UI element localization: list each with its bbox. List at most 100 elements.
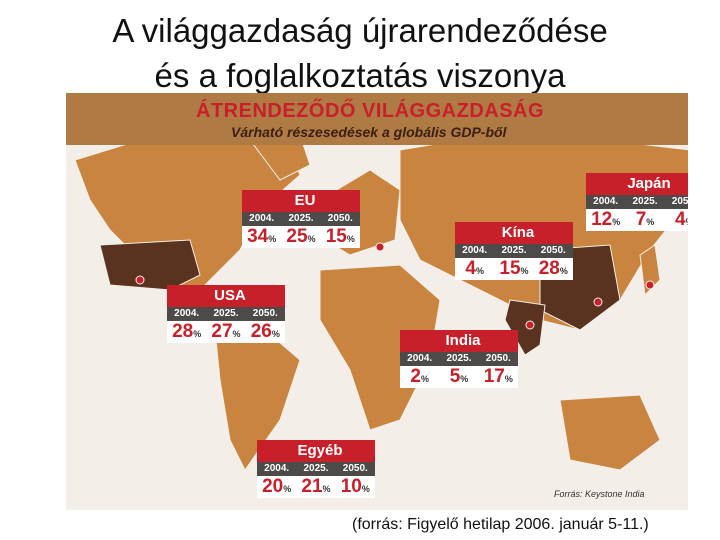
unit-label: % bbox=[232, 329, 241, 339]
share-value: 20 bbox=[262, 476, 284, 497]
value-cell: 26% bbox=[246, 321, 285, 343]
unit-label: % bbox=[420, 374, 429, 384]
value-cell: 5% bbox=[439, 366, 478, 388]
value-cell: 20% bbox=[257, 476, 296, 498]
year-label: 2004. bbox=[593, 196, 619, 207]
value-cell: 12% bbox=[586, 209, 625, 231]
year-label: 2025. bbox=[446, 353, 472, 364]
share-value: 4 bbox=[675, 209, 686, 230]
share-value: 2 bbox=[410, 366, 421, 387]
map-shapes bbox=[74, 129, 688, 471]
land bbox=[639, 244, 661, 297]
share-value: 25 bbox=[286, 226, 308, 247]
year-row: 2004. 2025. 2050. bbox=[455, 244, 573, 258]
unit-label: % bbox=[268, 234, 277, 244]
map-header bbox=[66, 93, 688, 145]
unit-label: % bbox=[361, 484, 370, 494]
region-box: India 2004. 2025. 2050. 2% 5% 17% bbox=[400, 330, 518, 388]
unit-label: % bbox=[322, 484, 331, 494]
year-label: 2025. bbox=[288, 213, 314, 224]
value-cell: 28% bbox=[167, 321, 206, 343]
share-value: 4 bbox=[465, 258, 476, 279]
year-label: 2004. bbox=[264, 463, 290, 474]
year-row: 2004. 2025. 2050. bbox=[400, 352, 518, 366]
year-label: 2004. bbox=[174, 308, 200, 319]
year-label: 2050. bbox=[540, 245, 566, 256]
region-name: India bbox=[400, 330, 518, 352]
unit-label: % bbox=[612, 217, 621, 227]
value-cell: 28% bbox=[534, 258, 573, 280]
value-row: 12%7%4% bbox=[586, 209, 688, 231]
year-row: 2004. 2025. 2050. bbox=[586, 195, 688, 209]
year-label: 2025. bbox=[213, 308, 239, 319]
region-box: Kína 2004. 2025. 2050. 4% 15% 28% bbox=[455, 222, 573, 280]
year-row: 2004. 2025. 2050. bbox=[167, 307, 285, 321]
region-box: EU 2004. 2025. 2050. 34% 25% 15% bbox=[242, 190, 360, 248]
value-cell: 15% bbox=[321, 226, 360, 248]
highlight-country bbox=[99, 239, 201, 291]
value-cell: 7% bbox=[625, 209, 664, 231]
year-label: 2050. bbox=[671, 196, 688, 207]
year-label: 2004. bbox=[407, 353, 433, 364]
share-value: 21 bbox=[301, 476, 323, 497]
share-value: 7 bbox=[635, 209, 647, 230]
unit-label: % bbox=[307, 234, 316, 244]
unit-label: % bbox=[193, 329, 202, 339]
unit-label: % bbox=[686, 217, 688, 227]
slide-title: A világgazdaság újrarendeződése bbox=[112, 12, 608, 49]
year-label: 2025. bbox=[303, 463, 329, 474]
region-box: Egyéb 2004. 2025. 2050. 20% 21% 10% bbox=[257, 440, 375, 498]
location-dot bbox=[525, 320, 535, 330]
value-cell: 25% bbox=[281, 226, 320, 248]
value-cell: 2% bbox=[400, 366, 439, 388]
location-dot bbox=[645, 280, 655, 290]
unit-label: % bbox=[460, 374, 469, 384]
region-name: Japán bbox=[586, 173, 688, 195]
year-label: 2025. bbox=[632, 196, 658, 207]
value-cell: 15% bbox=[494, 258, 533, 280]
value-row: 28% 27% 26% bbox=[167, 321, 285, 343]
unit-label: % bbox=[271, 329, 280, 339]
year-label: 2050. bbox=[485, 353, 511, 364]
unit-label: % bbox=[504, 374, 513, 384]
value-cell: 21% bbox=[296, 476, 335, 498]
year-row: 2004. 2025. 2050. bbox=[257, 462, 375, 476]
year-row: 2004. 2025. 2050. bbox=[242, 212, 360, 226]
value-row: 20% 21% 10% bbox=[257, 476, 375, 498]
value-cell: 4% bbox=[455, 258, 494, 280]
year-label: 2025. bbox=[501, 245, 527, 256]
unit-label: % bbox=[559, 266, 568, 276]
unit-label: % bbox=[520, 266, 529, 276]
map-subtitle: Várható részesedések a globális GDP-ből bbox=[231, 124, 507, 140]
value-cell: 4% bbox=[665, 209, 688, 231]
slide-title: és a foglalkoztatás viszonya bbox=[154, 57, 566, 94]
share-value: 10 bbox=[340, 476, 362, 497]
share-value: 26 bbox=[250, 321, 272, 342]
share-value: 28 bbox=[538, 258, 560, 279]
share-value: 27 bbox=[211, 321, 233, 342]
caption: (forrás: Figyelő hetilap 2006. január 5-… bbox=[352, 516, 649, 533]
unit-label: % bbox=[646, 217, 655, 227]
value-cell: 10% bbox=[336, 476, 375, 498]
share-value: 28 bbox=[172, 321, 194, 342]
land bbox=[559, 394, 661, 471]
share-value: 34 bbox=[247, 226, 269, 247]
map-source: Forrás: Keystone India bbox=[554, 489, 645, 499]
region-box: USA 2004. 2025. 2050. 28% 27% 26% bbox=[167, 285, 285, 343]
year-label: 2050. bbox=[327, 213, 353, 224]
map-title: ÁTRENDEZŐDŐ VILÁGGAZDASÁG bbox=[196, 100, 545, 122]
share-value: 12 bbox=[591, 209, 613, 230]
share-value: 17 bbox=[483, 366, 505, 387]
value-cell: 27% bbox=[206, 321, 245, 343]
location-dot bbox=[135, 275, 145, 285]
unit-label: % bbox=[346, 234, 355, 244]
location-dot bbox=[375, 242, 385, 252]
unit-label: % bbox=[283, 484, 292, 494]
share-value: 15 bbox=[499, 258, 521, 279]
value-cell: 34% bbox=[242, 226, 281, 248]
region-name: EU bbox=[242, 190, 360, 212]
value-row: 4% 15% 28% bbox=[455, 258, 573, 280]
value-cell: 17% bbox=[479, 366, 518, 388]
